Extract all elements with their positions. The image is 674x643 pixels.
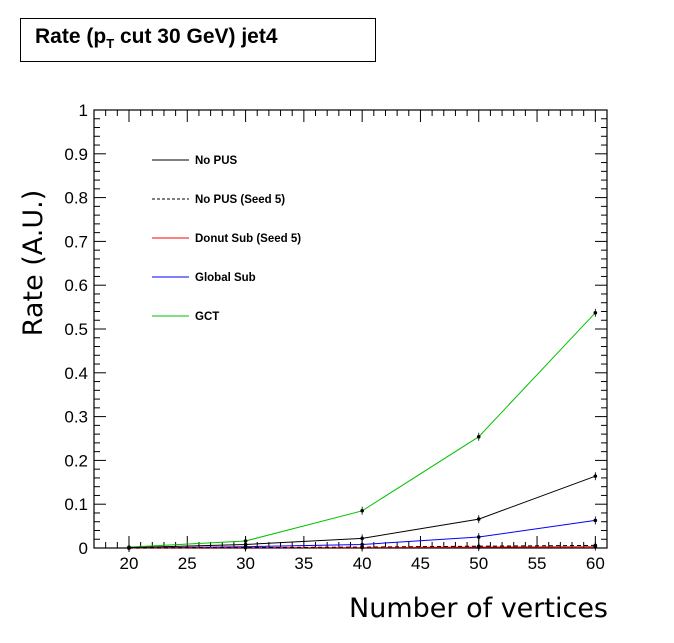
legend-label: No PUS: [195, 155, 238, 167]
x-tick-label: 25: [178, 554, 197, 573]
y-tick-label: 1: [79, 101, 88, 120]
axis-ticks: 20 25 30 35 40 45 50 55 60 0 0.1 0.2 0.3 0.4 0.5 0.6 0.7…: [64, 101, 608, 573]
legend-label: No PUS (Seed 5): [195, 194, 285, 206]
y-tick-label: 0.5: [64, 320, 88, 339]
y-tick-label: 0.1: [64, 495, 88, 514]
x-axis-label: Number of vertices: [349, 593, 608, 624]
x-tick-label: 45: [411, 554, 430, 573]
y-tick-label: 0.4: [64, 364, 88, 383]
title-subscript: T: [106, 36, 115, 52]
title-box: Rate (pT cut 30 GeV) jet4: [20, 18, 376, 62]
y-tick-label: 0.8: [64, 189, 88, 208]
x-tick-label: 30: [236, 554, 255, 573]
legend-label: GCT: [195, 311, 219, 323]
legend-label: Donut Sub (Seed 5): [195, 233, 301, 245]
series-layer: [127, 308, 598, 552]
x-tick-label: 40: [353, 554, 372, 573]
chart-title: Rate (pT cut 30 GeV) jet4: [35, 25, 278, 51]
y-tick-label: 0.3: [64, 408, 88, 427]
x-tick-label: 50: [469, 554, 488, 573]
plot-area-border: [93, 109, 608, 549]
y-tick-label: 0.2: [64, 451, 88, 470]
legend: No PUS No PUS (Seed 5) Donut Sub (Seed 5) G…: [152, 155, 301, 323]
x-tick-label: 60: [586, 554, 605, 573]
title-suffix: cut 30 GeV) jet4: [114, 25, 278, 48]
x-tick-label: 20: [120, 554, 139, 573]
x-tick-label: 35: [294, 554, 313, 573]
x-tick-label: 55: [528, 554, 547, 573]
y-tick-label: 0: [79, 539, 88, 558]
legend-label: Global Sub: [195, 272, 256, 284]
plot-frame: [93, 109, 608, 549]
y-tick-label: 0.6: [64, 276, 88, 295]
y-axis-label: Rate (A.U.): [18, 190, 49, 336]
y-tick-label: 0.7: [64, 232, 88, 251]
y-tick-label: 0.9: [64, 145, 88, 164]
title-prefix: Rate (p: [35, 25, 107, 48]
